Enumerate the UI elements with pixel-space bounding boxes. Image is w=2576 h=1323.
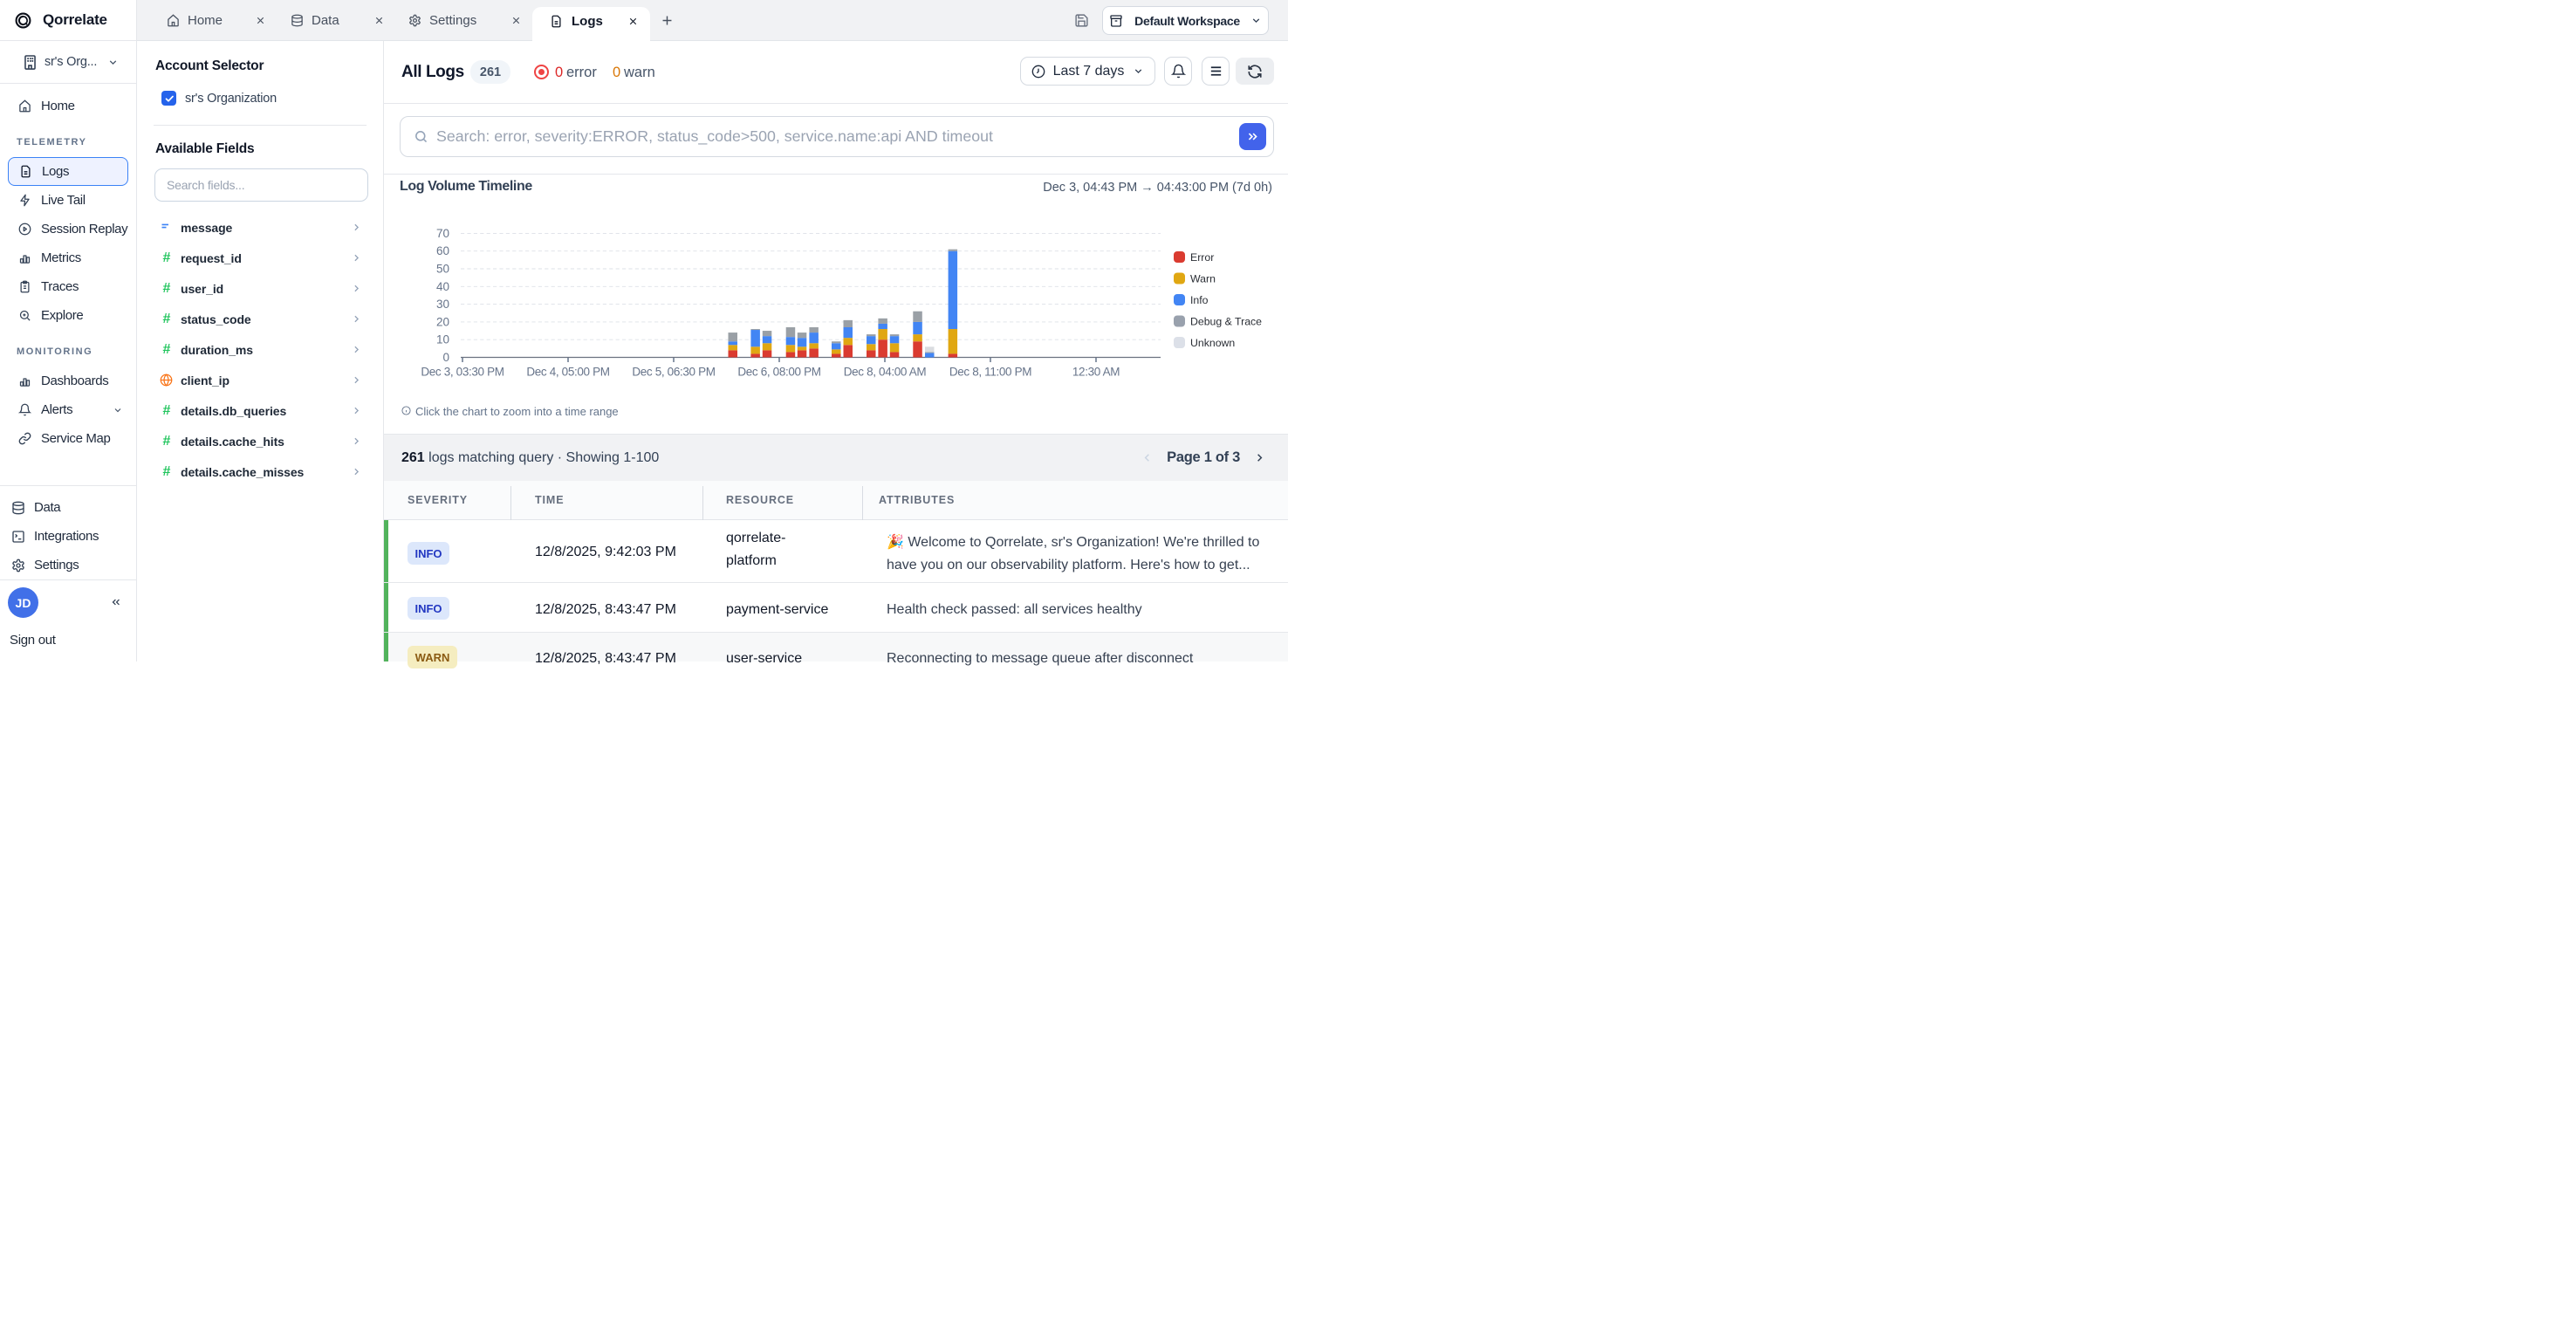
svg-text:Warn: Warn (1190, 272, 1216, 284)
svg-text:Dec 8, 11:00 PM: Dec 8, 11:00 PM (949, 366, 1031, 379)
svg-text:Info: Info (1190, 294, 1209, 306)
svg-text:0: 0 (442, 351, 449, 364)
svg-text:12:30 AM: 12:30 AM (1072, 366, 1120, 379)
svg-text:Debug & Trace: Debug & Trace (1190, 315, 1262, 327)
svg-text:10: 10 (436, 333, 449, 346)
svg-text:Dec 4, 05:00 PM: Dec 4, 05:00 PM (526, 366, 609, 379)
svg-text:Dec 3, 03:30 PM: Dec 3, 03:30 PM (421, 366, 504, 379)
svg-text:70: 70 (436, 227, 449, 240)
svg-text:Error: Error (1190, 251, 1214, 264)
svg-text:Dec 6, 08:00 PM: Dec 6, 08:00 PM (737, 366, 820, 379)
svg-text:40: 40 (436, 280, 449, 293)
svg-text:20: 20 (436, 315, 449, 328)
svg-text:60: 60 (436, 244, 449, 257)
svg-text:30: 30 (436, 298, 449, 311)
svg-text:Unknown: Unknown (1190, 337, 1235, 349)
svg-text:50: 50 (436, 263, 449, 276)
svg-text:Dec 8, 04:00 AM: Dec 8, 04:00 AM (844, 366, 927, 379)
svg-text:Dec 5, 06:30 PM: Dec 5, 06:30 PM (632, 366, 715, 379)
